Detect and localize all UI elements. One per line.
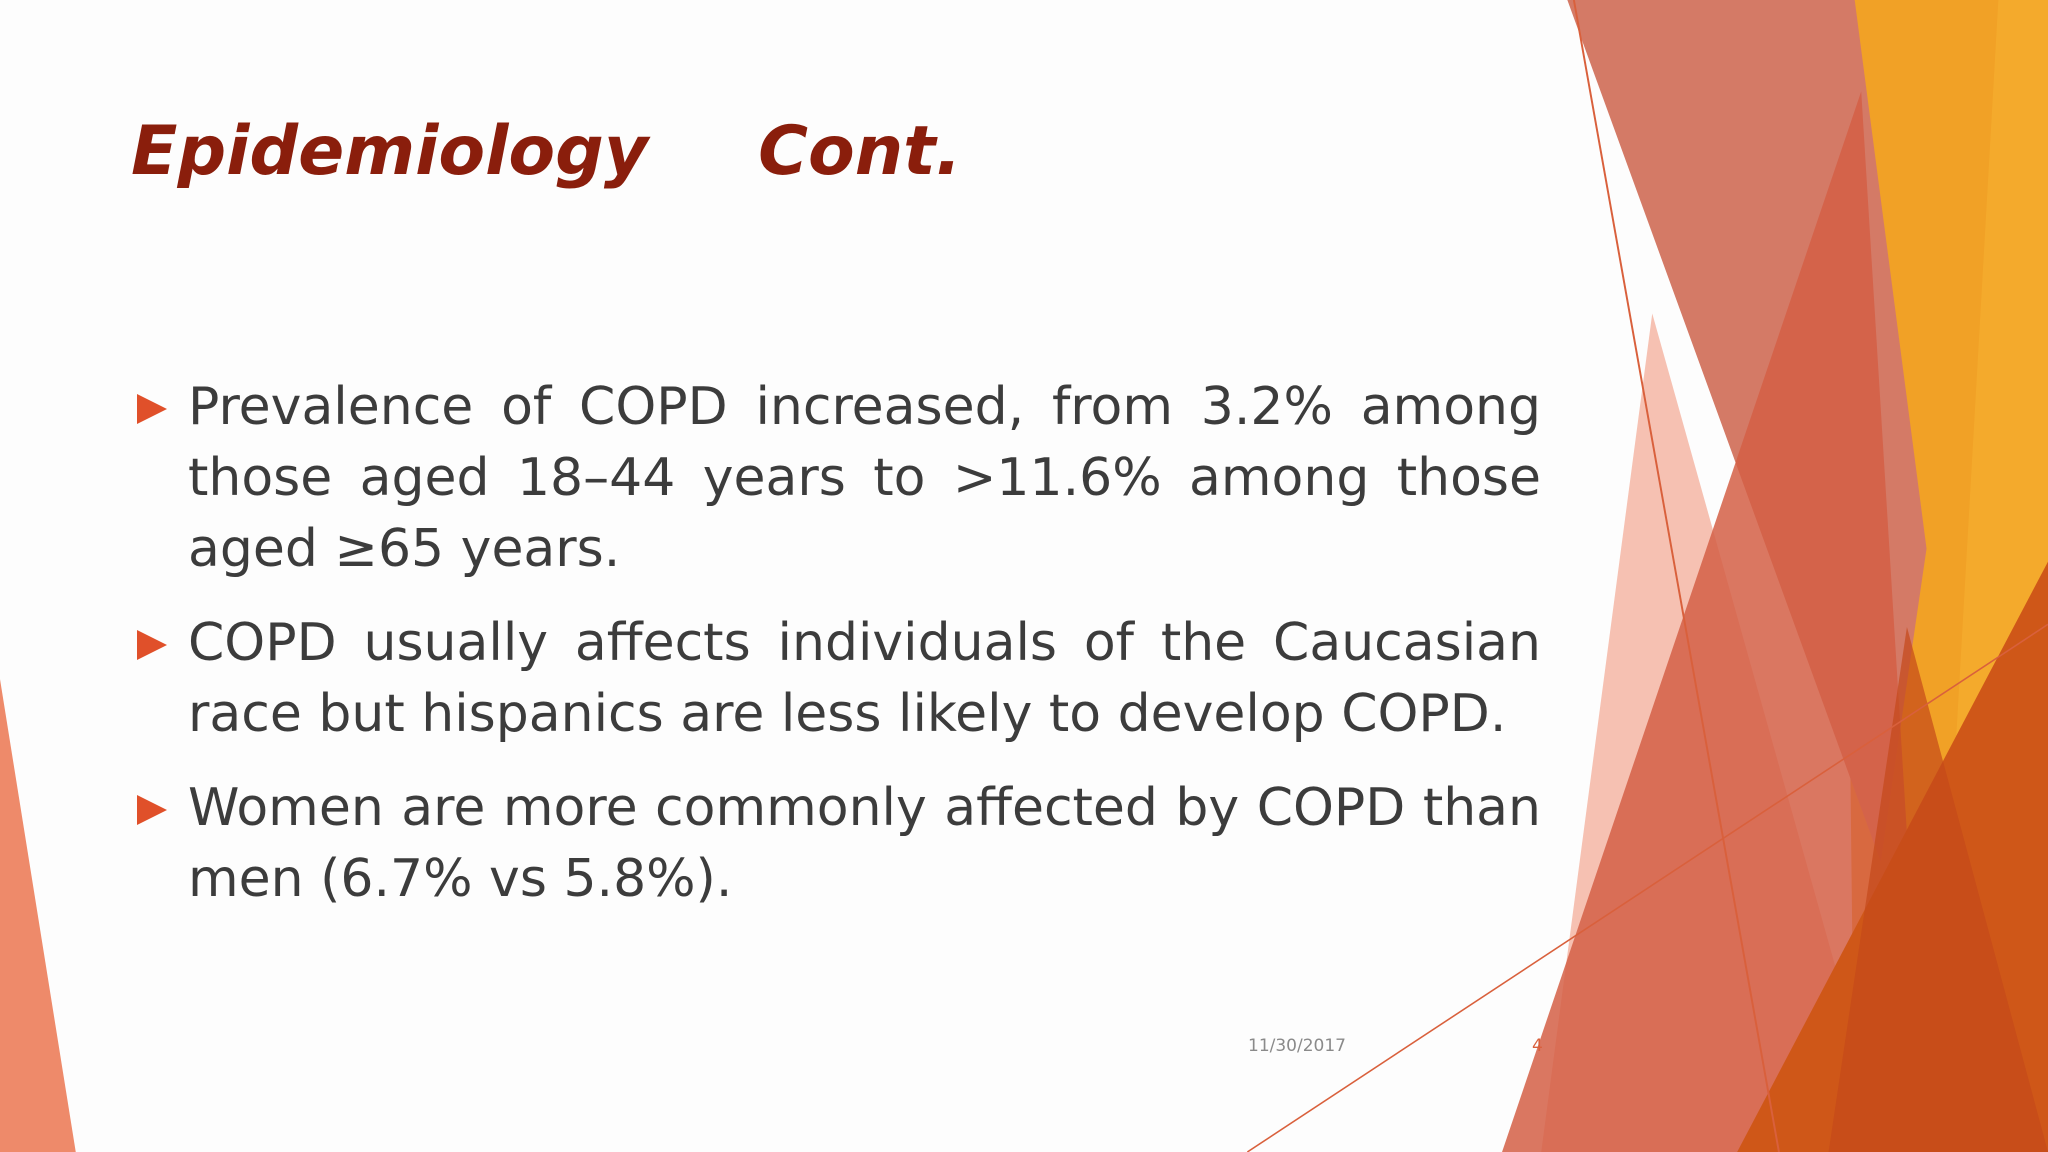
bullet-arrow — [137, 394, 167, 424]
bullet-arrow — [137, 795, 167, 825]
page-number: 4 — [1532, 1036, 1543, 1056]
bullet-list: Prevalence of COPD increased, from 3.2% … — [135, 372, 1541, 938]
bullet-arrow — [137, 630, 167, 660]
bullet-text: COPD usually affects individuals of the … — [188, 613, 1541, 744]
title-suffix: Cont. — [758, 112, 962, 191]
bullet-item: Women are more commonly affected by COPD… — [135, 773, 1541, 915]
slide-title: Epidemiology Cont. — [131, 112, 962, 191]
bullet-text: Women are more commonly affected by COPD… — [188, 778, 1541, 909]
bullet-item: Prevalence of COPD increased, from 3.2% … — [135, 372, 1541, 585]
bullet-item: COPD usually affects individuals of the … — [135, 608, 1541, 750]
title-main: Epidemiology — [131, 112, 649, 191]
bullet-text: Prevalence of COPD increased, from 3.2% … — [188, 377, 1541, 579]
footer-date: 11/30/2017 — [1248, 1036, 1346, 1056]
